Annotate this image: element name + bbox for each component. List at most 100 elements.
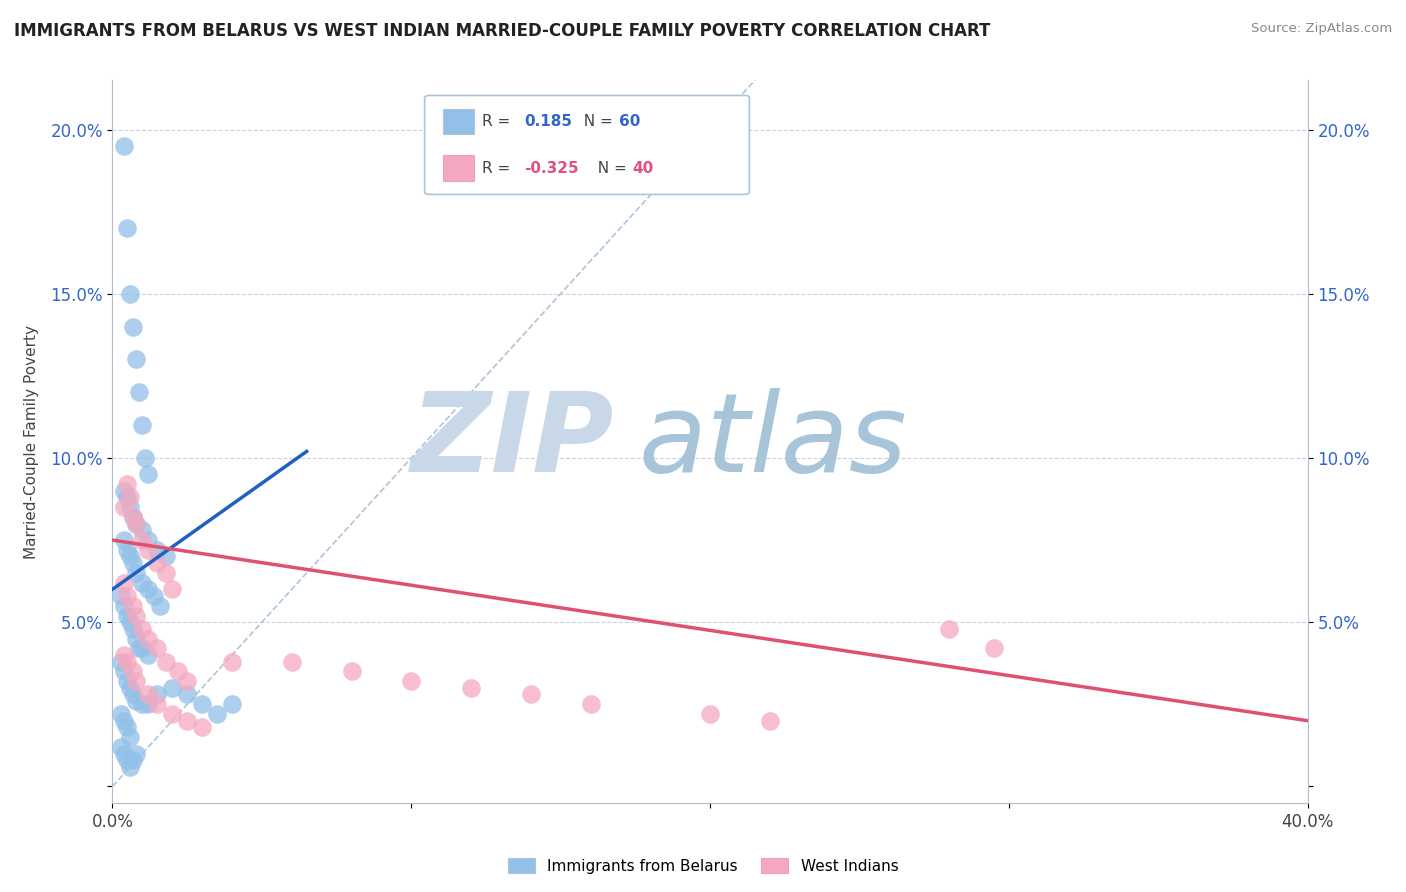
Point bbox=[162, 582, 183, 597]
Point bbox=[117, 674, 139, 689]
Point bbox=[110, 655, 132, 669]
Point bbox=[117, 491, 139, 505]
Point bbox=[125, 694, 148, 708]
Point bbox=[155, 655, 177, 669]
Point bbox=[176, 714, 198, 728]
Point bbox=[162, 707, 183, 722]
Point bbox=[125, 632, 148, 646]
Point bbox=[114, 747, 135, 761]
Point bbox=[138, 698, 160, 712]
Point bbox=[149, 599, 172, 613]
Point bbox=[120, 500, 142, 515]
Point bbox=[938, 622, 960, 636]
Point bbox=[460, 681, 482, 695]
Point bbox=[221, 698, 243, 712]
Point bbox=[191, 720, 214, 734]
Point bbox=[120, 286, 142, 301]
Point bbox=[114, 648, 135, 662]
Point bbox=[120, 681, 142, 695]
Point bbox=[138, 648, 160, 662]
Point bbox=[117, 655, 139, 669]
Text: 40: 40 bbox=[633, 161, 654, 176]
Point bbox=[134, 450, 156, 465]
Point bbox=[117, 221, 139, 235]
Point bbox=[191, 698, 214, 712]
Text: -0.325: -0.325 bbox=[524, 161, 579, 176]
Point bbox=[122, 510, 145, 524]
Point bbox=[340, 665, 363, 679]
Text: R =: R = bbox=[482, 114, 516, 129]
Point bbox=[110, 739, 132, 754]
Point bbox=[138, 542, 160, 557]
Point bbox=[983, 641, 1005, 656]
Point bbox=[131, 523, 153, 537]
Point bbox=[125, 352, 148, 367]
Point bbox=[176, 674, 198, 689]
Point bbox=[176, 687, 198, 701]
Point bbox=[117, 477, 139, 491]
Point bbox=[114, 665, 135, 679]
Point bbox=[131, 641, 153, 656]
Point bbox=[138, 533, 160, 547]
Point bbox=[138, 632, 160, 646]
Point bbox=[114, 139, 135, 153]
Point bbox=[114, 714, 135, 728]
Point bbox=[146, 698, 169, 712]
Point bbox=[146, 542, 169, 557]
Point bbox=[122, 319, 145, 334]
Point bbox=[146, 556, 169, 570]
Point bbox=[520, 687, 543, 701]
Point bbox=[167, 665, 190, 679]
Point bbox=[120, 615, 142, 630]
Point bbox=[125, 674, 148, 689]
Point bbox=[114, 533, 135, 547]
Text: atlas: atlas bbox=[638, 388, 907, 495]
Point bbox=[117, 720, 139, 734]
Point bbox=[125, 566, 148, 580]
Point bbox=[131, 533, 153, 547]
Point bbox=[699, 707, 721, 722]
Text: ZIP: ZIP bbox=[411, 388, 614, 495]
Point bbox=[128, 641, 150, 656]
Text: N =: N = bbox=[574, 114, 617, 129]
Point bbox=[117, 753, 139, 767]
Point bbox=[120, 760, 142, 774]
Point bbox=[579, 698, 602, 712]
Point bbox=[122, 599, 145, 613]
Point bbox=[120, 549, 142, 564]
Point bbox=[759, 714, 782, 728]
Point bbox=[120, 491, 142, 505]
Point bbox=[114, 483, 135, 498]
Point bbox=[281, 655, 304, 669]
Point bbox=[138, 687, 160, 701]
Point bbox=[117, 542, 139, 557]
Point bbox=[122, 687, 145, 701]
Point bbox=[125, 516, 148, 531]
Text: N =: N = bbox=[588, 161, 631, 176]
Point bbox=[125, 516, 148, 531]
Text: Source: ZipAtlas.com: Source: ZipAtlas.com bbox=[1251, 22, 1392, 36]
Point bbox=[138, 582, 160, 597]
Text: 0.185: 0.185 bbox=[524, 114, 572, 129]
Point bbox=[120, 730, 142, 744]
Point bbox=[114, 575, 135, 590]
Point bbox=[205, 707, 228, 722]
Point bbox=[114, 599, 135, 613]
Point bbox=[125, 747, 148, 761]
Point bbox=[143, 589, 166, 603]
Text: IMMIGRANTS FROM BELARUS VS WEST INDIAN MARRIED-COUPLE FAMILY POVERTY CORRELATION: IMMIGRANTS FROM BELARUS VS WEST INDIAN M… bbox=[14, 22, 990, 40]
Legend: Immigrants from Belarus, West Indians: Immigrants from Belarus, West Indians bbox=[502, 852, 904, 880]
Point bbox=[146, 641, 169, 656]
Point bbox=[110, 707, 132, 722]
Point bbox=[122, 556, 145, 570]
Point bbox=[114, 500, 135, 515]
Point bbox=[401, 674, 423, 689]
Text: R =: R = bbox=[482, 161, 516, 176]
Point bbox=[125, 608, 148, 623]
Point bbox=[122, 510, 145, 524]
Point bbox=[221, 655, 243, 669]
Point bbox=[131, 418, 153, 433]
Point bbox=[131, 698, 153, 712]
Point bbox=[146, 687, 169, 701]
Y-axis label: Married-Couple Family Poverty: Married-Couple Family Poverty bbox=[24, 325, 39, 558]
